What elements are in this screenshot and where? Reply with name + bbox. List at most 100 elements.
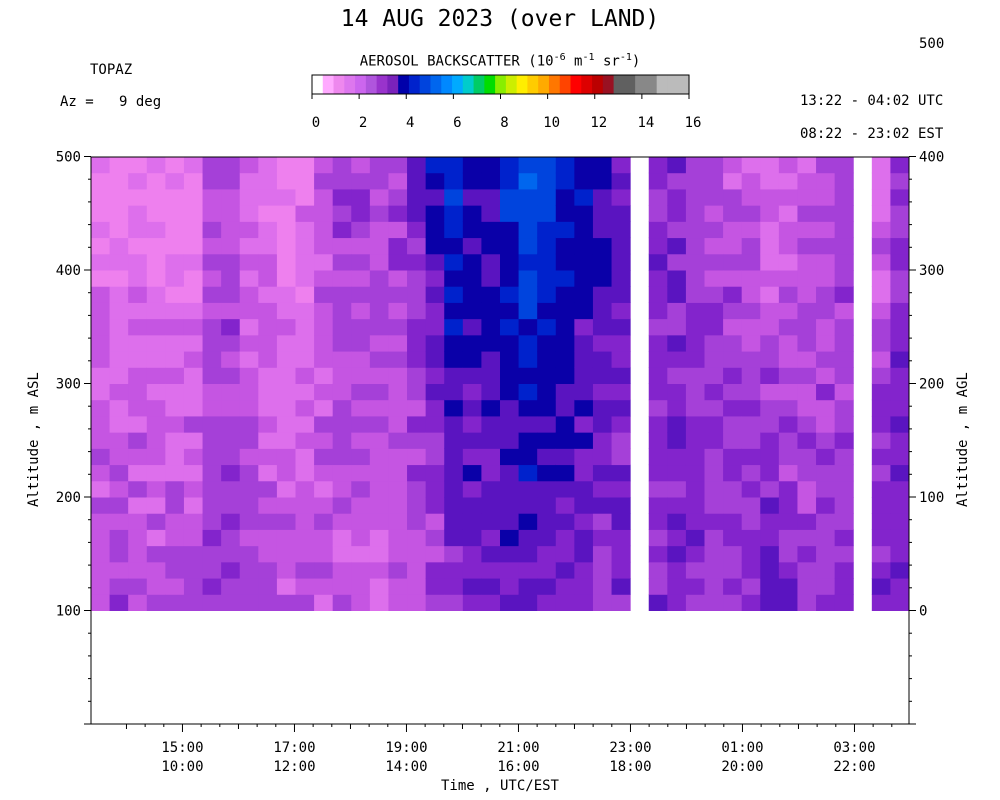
heatmap-cell (704, 578, 724, 595)
colorbar-swatch (505, 75, 518, 94)
heatmap-cell (518, 270, 538, 287)
heatmap-cell (128, 399, 148, 417)
heatmap-cell (314, 351, 334, 368)
heatmap-cell (481, 464, 501, 482)
heatmap-cell (816, 221, 836, 239)
heatmap-cell (295, 594, 315, 611)
heatmap-cell (276, 302, 296, 320)
heatmap-cell (555, 432, 575, 449)
heatmap-cell (276, 480, 296, 498)
heatmap-cell (462, 302, 482, 320)
heatmap-cell (778, 432, 798, 449)
heatmap-cell (183, 172, 204, 190)
heatmap-cell (537, 594, 557, 611)
heatmap-cell (685, 578, 705, 595)
heatmap-cell (258, 270, 278, 287)
heatmap-cell (407, 188, 427, 206)
heatmap-cell (648, 270, 668, 287)
heatmap-cell (667, 415, 687, 433)
heatmap-cell (574, 334, 594, 352)
heatmap-cell (685, 561, 705, 579)
heatmap-cell (723, 578, 743, 595)
heatmap-cell (518, 221, 538, 239)
heatmap-cell (351, 172, 371, 190)
heatmap-cell (667, 237, 687, 255)
heatmap-cell (685, 448, 705, 466)
heatmap-cell (276, 399, 296, 417)
heatmap-cell (221, 351, 241, 368)
heatmap-cell (165, 432, 185, 449)
heatmap-cell (295, 383, 315, 401)
heatmap-cell (778, 302, 798, 320)
heatmap-cell (276, 286, 296, 303)
heatmap-cell (481, 578, 501, 595)
heatmap-cell (704, 513, 724, 530)
heatmap-cell (667, 318, 687, 336)
heatmap-cell (871, 318, 891, 336)
heatmap-cell (871, 432, 891, 449)
heatmap-cell (295, 156, 315, 174)
heatmap-cell (221, 594, 241, 611)
heatmap-cell (648, 383, 668, 401)
heatmap-cell (258, 253, 278, 271)
heatmap-cell (834, 318, 854, 336)
heatmap-cell (871, 578, 891, 595)
heatmap-cell (555, 578, 575, 595)
heatmap-cell (183, 594, 204, 611)
heatmap-cell (314, 172, 334, 190)
heatmap-cell (276, 497, 296, 514)
heatmap-cell (871, 237, 891, 255)
heatmap-cell (741, 156, 761, 174)
heatmap-cell (816, 545, 836, 563)
heatmap-cell (369, 578, 389, 595)
heatmap-cell (276, 318, 296, 336)
heatmap-cell (574, 205, 594, 222)
heatmap-cell (258, 205, 278, 222)
heatmap-cell (425, 237, 445, 255)
heatmap-cell (332, 529, 352, 547)
heatmap-cell (146, 318, 166, 336)
heatmap-cell (165, 561, 185, 579)
heatmap-cell (481, 399, 501, 417)
heatmap-cell (592, 205, 613, 222)
heatmap-cell (165, 383, 185, 401)
heatmap-cell (388, 367, 408, 384)
heatmap-cell (871, 286, 891, 303)
heatmap-cell (704, 464, 724, 482)
heatmap-cell (667, 448, 687, 466)
heatmap-cell (648, 302, 668, 320)
heatmap-cell (871, 221, 891, 239)
heatmap-cell (314, 237, 334, 255)
heatmap-cell (518, 302, 538, 320)
heatmap-cell (425, 497, 445, 514)
heatmap-cell (611, 253, 631, 271)
heatmap-cell (518, 561, 538, 579)
heatmap-cell (444, 578, 464, 595)
heatmap-cell (314, 383, 334, 401)
heatmap-cell (816, 432, 836, 449)
heatmap-cell (221, 367, 241, 384)
heatmap-cell (407, 172, 427, 190)
heatmap-cell (704, 497, 724, 514)
heatmap-cell (388, 529, 408, 547)
heatmap-cell (592, 399, 613, 417)
heatmap-cell (778, 497, 798, 514)
heatmap-cell (816, 270, 836, 287)
heatmap-cell (295, 367, 315, 384)
heatmap-cell (500, 529, 520, 547)
heatmap-cell (239, 578, 259, 595)
heatmap-cell (723, 188, 743, 206)
heatmap-cell (109, 578, 129, 595)
heatmap-cell (871, 188, 891, 206)
heatmap-cell (890, 253, 910, 271)
colorbar-swatch (613, 75, 625, 94)
heatmap-cell (481, 561, 501, 579)
heatmap-cell (369, 432, 389, 449)
heatmap-cell (109, 383, 129, 401)
heatmap-cell (518, 351, 538, 368)
heatmap-cell (202, 415, 222, 433)
heatmap-cell (481, 351, 501, 368)
heatmap-cell (574, 221, 594, 239)
heatmap-cell (183, 513, 204, 530)
